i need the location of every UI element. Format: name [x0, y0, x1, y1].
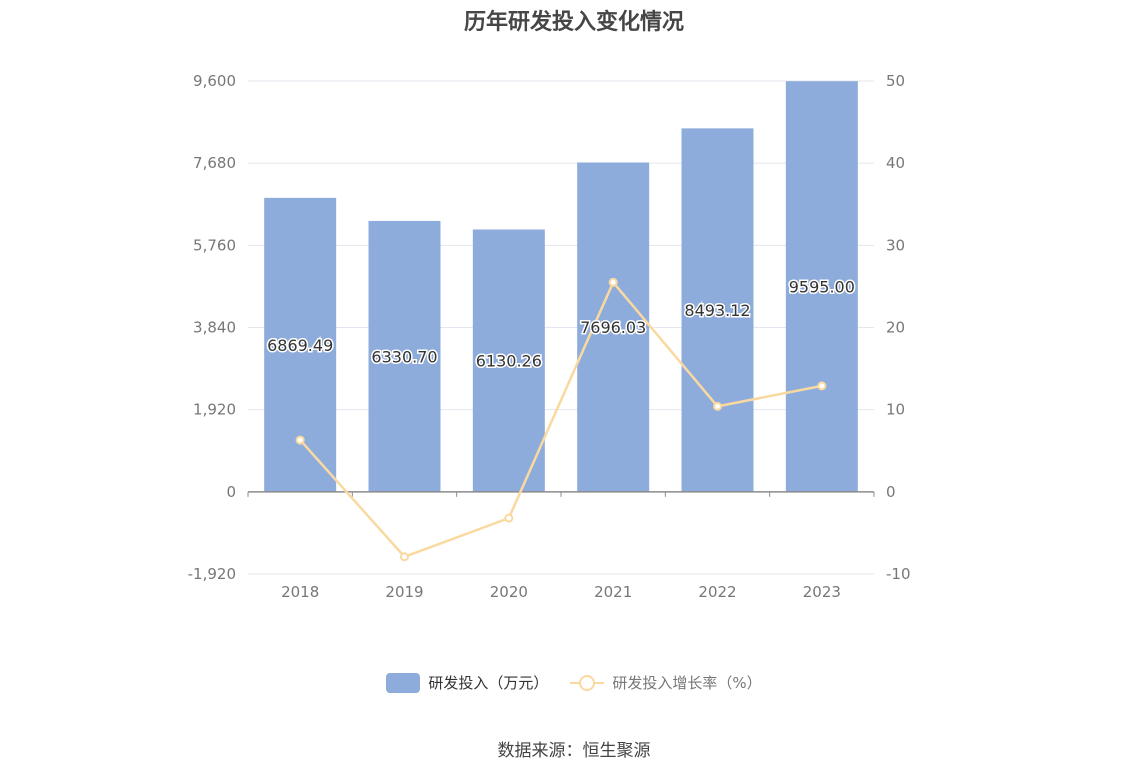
bar-value-label-2021: 7696.03 — [580, 318, 646, 337]
left-tick-label: 9,600 — [193, 72, 236, 90]
left-tick-label: 7,680 — [193, 154, 236, 172]
growth-rate-line — [299, 279, 823, 559]
bar-2019 — [368, 220, 441, 492]
legend-line-swatch — [570, 673, 605, 693]
growth-point-2022 — [713, 401, 722, 411]
right-tick-label: 20 — [886, 319, 905, 337]
bar-value-label-2022: 8493.12 — [684, 301, 750, 320]
growth-point-2018 — [295, 435, 305, 445]
bar-2020 — [472, 229, 545, 492]
x-tick-label-2023: 2023 — [803, 583, 841, 601]
legend-item-growth-rate[interactable]: 研发投入增长率（%） — [570, 672, 762, 693]
bar-2023 — [785, 81, 858, 492]
growth-point-2021 — [608, 277, 618, 287]
bar-value-label-2020: 6130.26 — [476, 352, 542, 371]
right-axis: -10 0 10 20 30 40 50 — [886, 72, 911, 583]
right-tick-label: 50 — [886, 72, 905, 90]
growth-point-2023 — [817, 381, 827, 391]
bar-2022 — [681, 128, 754, 492]
x-tick-label-2019: 2019 — [385, 583, 423, 601]
right-tick-label: 40 — [886, 154, 905, 172]
right-tick-label: 30 — [886, 236, 905, 254]
right-tick-label: -10 — [886, 565, 911, 583]
left-tick-label: 3,840 — [193, 319, 236, 337]
legend-bar-swatch — [386, 672, 421, 693]
left-tick-label: 0 — [226, 483, 236, 501]
left-tick-label: 5,760 — [193, 236, 236, 254]
right-tick-label: 0 — [886, 483, 896, 501]
bar-value-label-2023: 9595.00 — [789, 278, 855, 297]
legend-label-rd-investment: 研发投入（万元） — [428, 674, 549, 692]
x-tick-label-2018: 2018 — [281, 583, 319, 601]
chart-title: 历年研发投入变化情况 — [463, 10, 684, 35]
bar-value-label-2018: 6869.49 — [267, 336, 333, 355]
left-axis: -1,920 0 1,920 3,840 5,760 7,680 9,600 — [188, 72, 236, 583]
grid-layer — [248, 80, 874, 575]
x-tick-label-2021: 2021 — [594, 583, 632, 601]
x-axis: 2018 2019 2020 2021 2022 2023 — [247, 491, 875, 601]
growth-point-2019 — [400, 552, 409, 562]
bar-value-label-2019: 6330.70 — [371, 347, 437, 366]
growth-point-2020 — [504, 513, 514, 523]
x-tick-label-2020: 2020 — [490, 583, 528, 601]
line-layer — [295, 277, 827, 562]
data-source: 数据来源：恒生聚源 — [497, 741, 651, 761]
left-tick-label: 1,920 — [193, 401, 236, 419]
x-tick-label-2022: 2022 — [698, 583, 736, 601]
legend-label-growth-rate: 研发投入增长率（%） — [612, 674, 762, 692]
bars-layer — [264, 81, 858, 492]
right-tick-label: 10 — [886, 401, 905, 419]
legend-item-rd-investment[interactable]: 研发投入（万元） — [386, 672, 548, 693]
bar-2021 — [577, 162, 650, 492]
legend: 研发投入（万元） 研发投入增长率（%） — [0, 672, 1148, 693]
bar-labels-layer: 6869.49 6330.70 6130.26 7696.03 8493.12 9595.… — [266, 276, 857, 372]
left-tick-label: -1,920 — [188, 565, 236, 583]
